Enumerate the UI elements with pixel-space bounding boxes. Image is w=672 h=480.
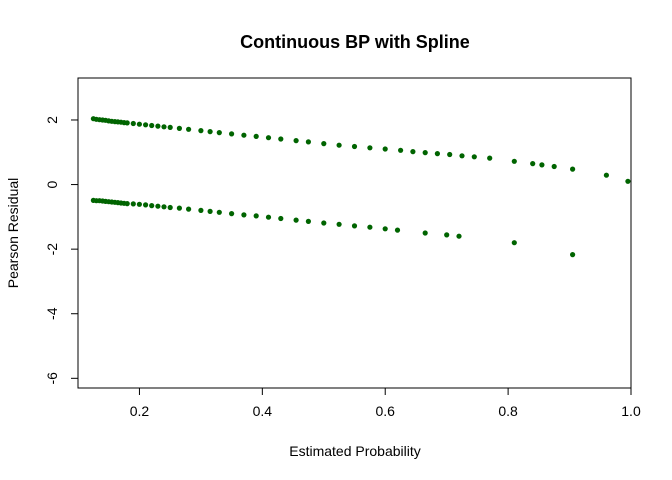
data-point	[336, 221, 342, 227]
data-point	[293, 217, 299, 223]
x-tick-label: 0.8	[498, 403, 518, 419]
data-point	[336, 142, 342, 148]
data-point	[124, 201, 130, 207]
data-point	[241, 212, 247, 218]
data-point	[216, 130, 222, 136]
data-point	[434, 151, 440, 157]
data-point	[253, 133, 259, 139]
data-point	[143, 122, 149, 128]
data-point	[155, 123, 161, 129]
data-point	[167, 124, 173, 130]
data-point	[207, 129, 213, 135]
data-point	[130, 120, 136, 127]
y-tick-label: 2	[44, 116, 60, 124]
y-tick-label: -4	[44, 307, 60, 320]
data-point	[229, 211, 235, 217]
data-point	[143, 202, 149, 208]
data-point	[511, 240, 517, 246]
data-point	[149, 203, 155, 209]
data-point	[444, 232, 450, 238]
data-point	[278, 136, 284, 142]
data-point	[511, 158, 517, 164]
data-point	[447, 151, 453, 158]
y-axis-label: Pearson Residual	[5, 178, 21, 289]
data-point	[487, 155, 493, 161]
data-point	[293, 138, 299, 144]
data-point	[367, 224, 373, 230]
data-point	[198, 128, 204, 134]
data-point	[625, 178, 631, 184]
chart-title: Continuous BP with Spline	[240, 32, 470, 52]
x-tick-label: 0.2	[130, 403, 150, 419]
data-point	[136, 121, 142, 127]
data-point	[367, 145, 373, 151]
data-point	[136, 201, 142, 207]
y-tick-label: 0	[44, 180, 60, 188]
data-point	[253, 213, 259, 219]
data-point	[186, 126, 192, 132]
data-point	[351, 223, 358, 229]
data-points	[90, 116, 631, 258]
data-point	[198, 207, 204, 213]
data-point	[570, 166, 576, 172]
data-point	[394, 227, 401, 233]
data-point	[570, 252, 576, 258]
data-point	[216, 209, 222, 215]
data-point	[265, 135, 272, 141]
data-point	[351, 143, 358, 150]
data-point	[551, 163, 557, 170]
data-point	[539, 162, 545, 168]
data-point	[456, 233, 462, 239]
data-point	[167, 204, 173, 211]
data-point	[305, 139, 311, 145]
x-axis-label: Estimated Probability	[289, 443, 421, 459]
data-point	[176, 205, 182, 211]
data-point	[176, 125, 182, 131]
data-point	[603, 172, 610, 178]
data-point	[229, 131, 235, 137]
data-point	[149, 122, 155, 129]
data-point	[382, 146, 388, 152]
data-point	[471, 154, 477, 160]
data-point	[321, 141, 327, 147]
data-point	[530, 161, 536, 167]
x-tick-label: 0.4	[253, 403, 273, 419]
y-tick-label: -6	[44, 372, 60, 385]
data-point	[422, 230, 428, 236]
plot-frame	[77, 77, 632, 389]
data-point	[241, 132, 247, 138]
y-axis: 2 0 -2 -4 -6	[44, 116, 79, 385]
data-point	[422, 150, 428, 156]
data-point	[155, 203, 161, 209]
x-tick-label: 0.6	[375, 403, 395, 419]
data-point	[398, 147, 404, 153]
data-point	[130, 201, 136, 207]
data-point	[321, 220, 327, 226]
x-axis: 0.2 0.4 0.6 0.8 1.0	[130, 387, 641, 419]
x-tick-label: 1.0	[621, 403, 641, 419]
data-point	[278, 215, 284, 222]
data-point	[161, 124, 167, 130]
data-point	[305, 218, 311, 224]
data-point	[459, 153, 465, 159]
data-point	[161, 204, 167, 210]
y-tick-label: -2	[44, 243, 60, 256]
data-point	[124, 120, 130, 126]
data-point	[265, 214, 272, 220]
data-point	[207, 208, 213, 214]
data-point	[410, 149, 416, 155]
data-point	[186, 206, 192, 212]
data-point	[382, 226, 388, 232]
